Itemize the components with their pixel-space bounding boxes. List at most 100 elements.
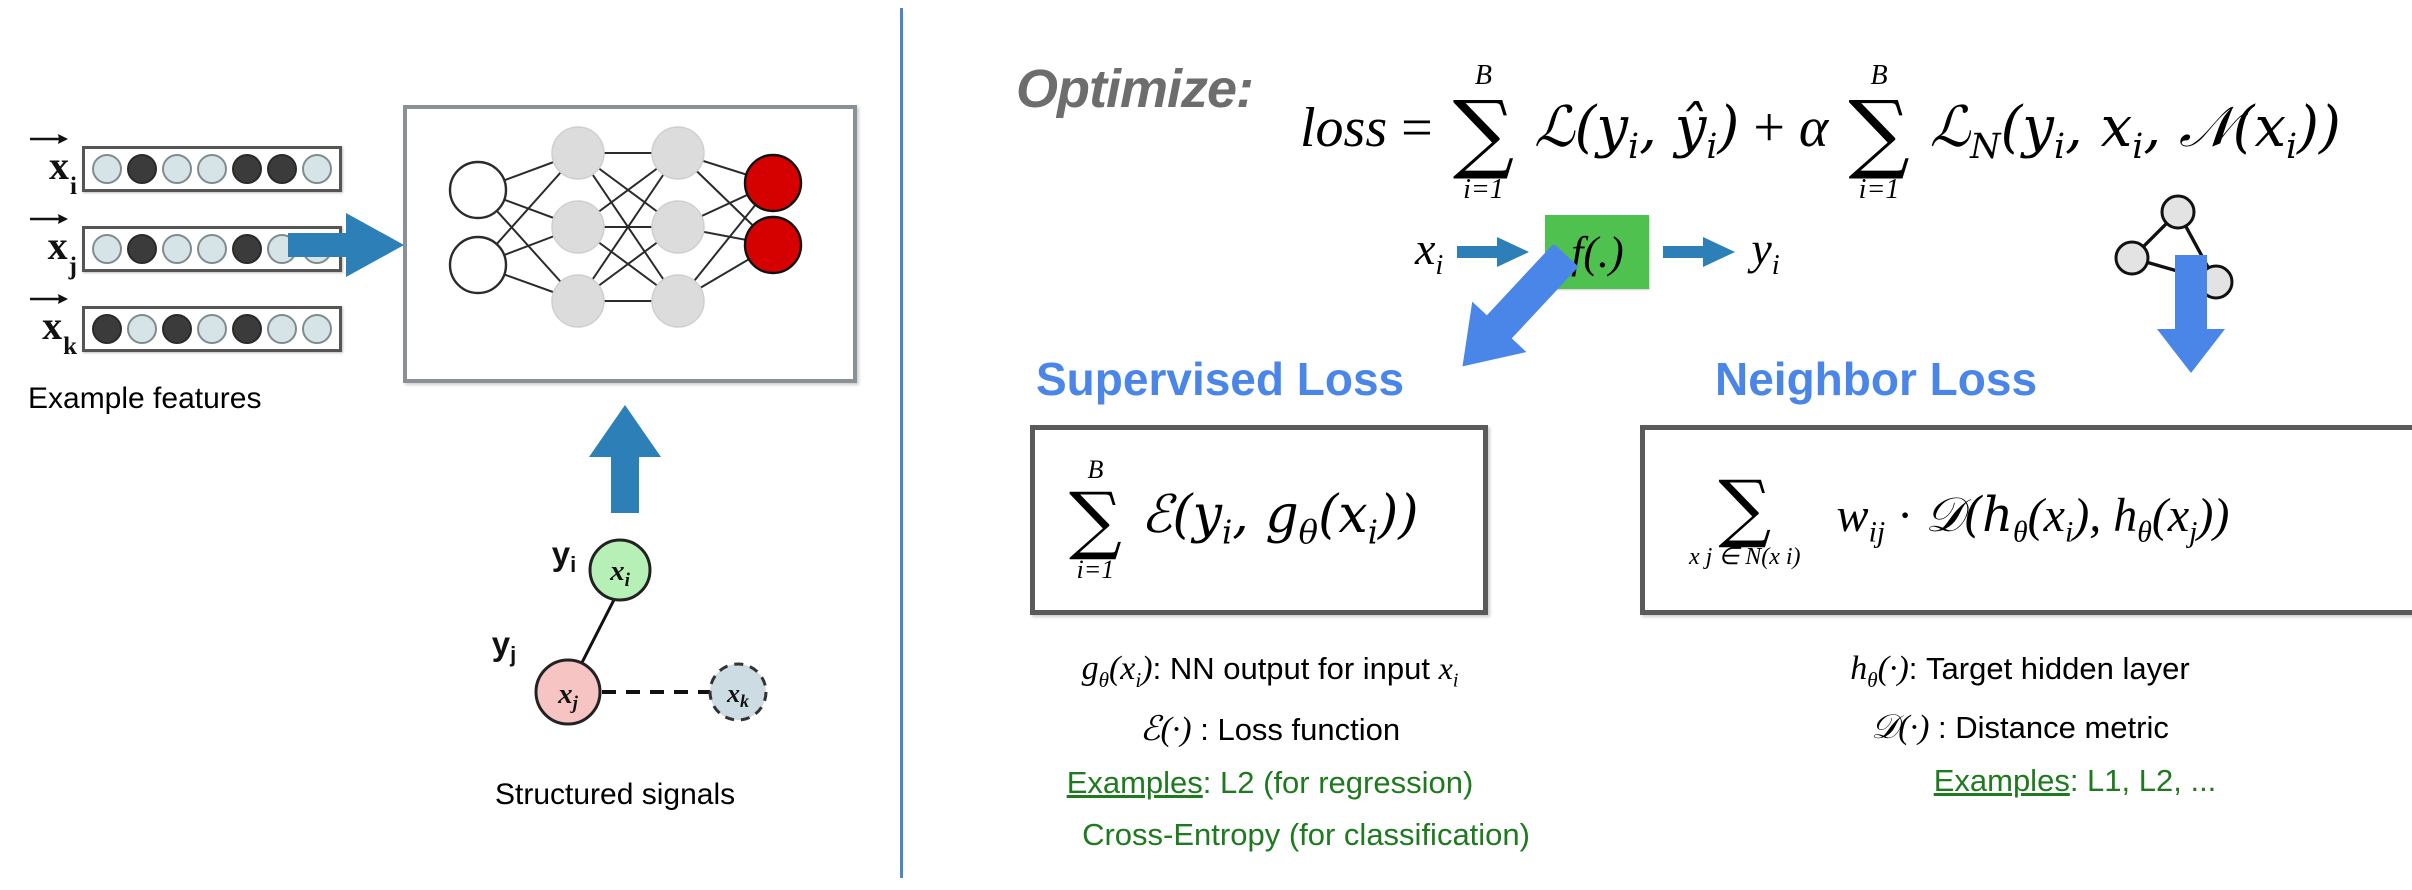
neighbor-legend-line-1: hθ(·): Target hidden layer — [1700, 650, 2340, 693]
graph-node-xi — [588, 538, 652, 602]
sup-theta: θ — [1298, 513, 1319, 552]
loss-close: ) — [1717, 94, 1740, 160]
supervised-legend-line-2: ℰ(·) : Loss function — [1000, 709, 1540, 749]
neighbor-summation: ∑ x j ∈ N(x i) — [1689, 471, 1801, 569]
feature-cell — [197, 153, 227, 184]
equals-sign: = — [1401, 96, 1433, 159]
features-to-network-arrow-icon — [288, 213, 404, 277]
feature-vector-sub-j: j — [68, 253, 77, 280]
pipeline-output-base: y — [1751, 222, 1772, 274]
feature-cell — [302, 153, 332, 184]
supervised-examples-value-2: Cross-Entropy (for classification) — [1082, 816, 1530, 852]
feature-vector-row-i: xi — [14, 134, 342, 200]
feature-cell — [232, 153, 262, 184]
feature-vector-cells-i — [82, 145, 342, 192]
feature-vector-base-k: x — [42, 303, 63, 348]
supervised-examples-label: Examples — [1066, 764, 1203, 800]
feature-vector-sub-k: k — [63, 333, 77, 360]
neighbor-loss-heading: Neighbor Loss — [1715, 353, 2038, 405]
feature-cell — [127, 153, 157, 184]
neighbor-formula-body: wij · 𝒟(hθ(xi), hθ(xj)) — [1836, 487, 2230, 549]
vector-arrow-icon — [30, 294, 68, 304]
legend-g-theta: gθ(xi) — [1081, 650, 1153, 692]
loss-lhs: loss — [1300, 96, 1388, 159]
nn-input-node — [448, 160, 508, 220]
sup-g: , g — [1232, 484, 1299, 545]
supervised-legend-line-1: gθ(xi): NN output for input xi — [1000, 650, 1540, 693]
legend-h-text: : Target hidden layer — [1908, 651, 2190, 686]
neighbor-L-sub: N — [1970, 127, 2001, 168]
feature-cell — [232, 233, 262, 264]
nb-arg-x: , x — [2065, 94, 2133, 160]
feature-cell — [162, 153, 192, 184]
nbr-sum-lower: x j ∈ N(x i) — [1689, 544, 1801, 570]
supervised-loss-formula: B ∑ i=1 ℰ(yi, gθ(xi)) — [1063, 457, 1419, 583]
legend-h-theta: hθ(·) — [1850, 650, 1909, 692]
nb-close: )) — [2297, 94, 2341, 160]
feature-cell — [127, 233, 157, 264]
nbr-h2: ), h — [2073, 489, 2138, 543]
supervised-examples-line-2: Cross-Entropy (for classification) — [1000, 817, 1540, 853]
nbr-close: )) — [2197, 489, 2230, 543]
sup-close: )) — [1378, 484, 1419, 545]
supervised-formula-body: ℰ(yi, gθ(xi)) — [1141, 484, 1419, 551]
feature-vector-label-j: xj — [14, 214, 82, 280]
sum-lower-limit: i=1 — [1463, 174, 1504, 205]
alpha-symbol: α — [1798, 96, 1829, 159]
legend-D-symbol: 𝒟(·) — [1871, 708, 1930, 746]
nn-hidden-node — [651, 274, 705, 328]
feature-vector-label-k: xk — [14, 294, 82, 360]
nbr-dot: · — [1885, 489, 1926, 543]
feature-cell — [197, 233, 227, 264]
graph-icon-node — [2160, 194, 2196, 230]
neighbor-loss-box: ∑ x j ∈ N(x i) wij · 𝒟(hθ(xi), hθ(xj)) — [1640, 425, 2412, 615]
pipeline-arrow-out-icon — [1663, 237, 1736, 267]
graph-node-xj — [534, 658, 602, 726]
nn-hidden-node — [551, 200, 605, 254]
neural-network-diagram — [448, 126, 803, 328]
sigma-icon: ∑ — [1848, 83, 1910, 183]
nn-hidden-node — [551, 126, 605, 180]
pipeline-arrow-in-icon — [1457, 237, 1530, 267]
nb-sub-2: i — [2132, 127, 2144, 168]
pipeline-input-base: x — [1415, 222, 1436, 274]
sigma-icon: ∑ — [1718, 465, 1772, 551]
optimize-label: Optimize: — [1016, 59, 1254, 119]
supervised-legend: gθ(xi): NN output for input xi ℰ(·) : Lo… — [1000, 650, 1540, 869]
neighbor-legend-line-2: 𝒟(·) : Distance metric — [1700, 709, 2340, 747]
nb-arg-y: (y — [2000, 94, 2054, 160]
feature-vector-label-i: xi — [14, 134, 82, 200]
graph-label-yi: yi — [552, 535, 576, 577]
feature-vector-base-i: x — [49, 143, 70, 188]
graph-node-xk — [708, 662, 768, 722]
neighbor-loss-formula: ∑ x j ∈ N(x i) wij · 𝒟(hθ(xi), hθ(xj)) — [1683, 471, 2229, 569]
example-features-caption: Example features — [28, 382, 262, 415]
feature-cell — [302, 313, 332, 344]
summation-2: B ∑ i=1 — [1848, 62, 1909, 204]
sup-sum-lower: i=1 — [1076, 555, 1115, 584]
structured-signals-caption: Structured signals — [495, 778, 736, 811]
neighbor-legend: hθ(·): Target hidden layer 𝒟(·) : Distan… — [1700, 650, 2340, 815]
loss-term-1: ℒ(yi, ŷi) — [1534, 94, 1740, 167]
nbr-x2-open: (x — [2151, 489, 2190, 543]
summation-1: B ∑ i=1 — [1453, 62, 1514, 204]
nn-input-node — [448, 235, 508, 295]
loss-L-open: ℒ(y — [1534, 94, 1628, 160]
feature-vector-cells-k — [82, 305, 342, 352]
feature-cell — [162, 313, 192, 344]
nbr-theta-2: θ — [2137, 515, 2152, 549]
sup-sub-1: i — [1221, 513, 1233, 552]
nbr-w-sub: ij — [1868, 515, 1886, 549]
legend-E-symbol: ℰ(·) — [1139, 710, 1192, 748]
legend-xi: xi — [1438, 650, 1459, 692]
nb-sub-1: i — [2053, 127, 2066, 168]
nbr-w: w — [1836, 489, 1869, 543]
supervised-summation: B ∑ i=1 — [1069, 457, 1122, 583]
structured-signals-graph: xi xj xk yi yj — [492, 535, 768, 726]
feature-cell — [162, 233, 192, 264]
feature-cell — [92, 313, 122, 344]
feature-cell — [267, 313, 297, 344]
plus-sign: + — [1753, 96, 1785, 159]
neighbor-L: ℒ — [1929, 94, 1971, 160]
supervised-examples-line-1: Examples: L2 (for regression) — [1000, 765, 1540, 801]
